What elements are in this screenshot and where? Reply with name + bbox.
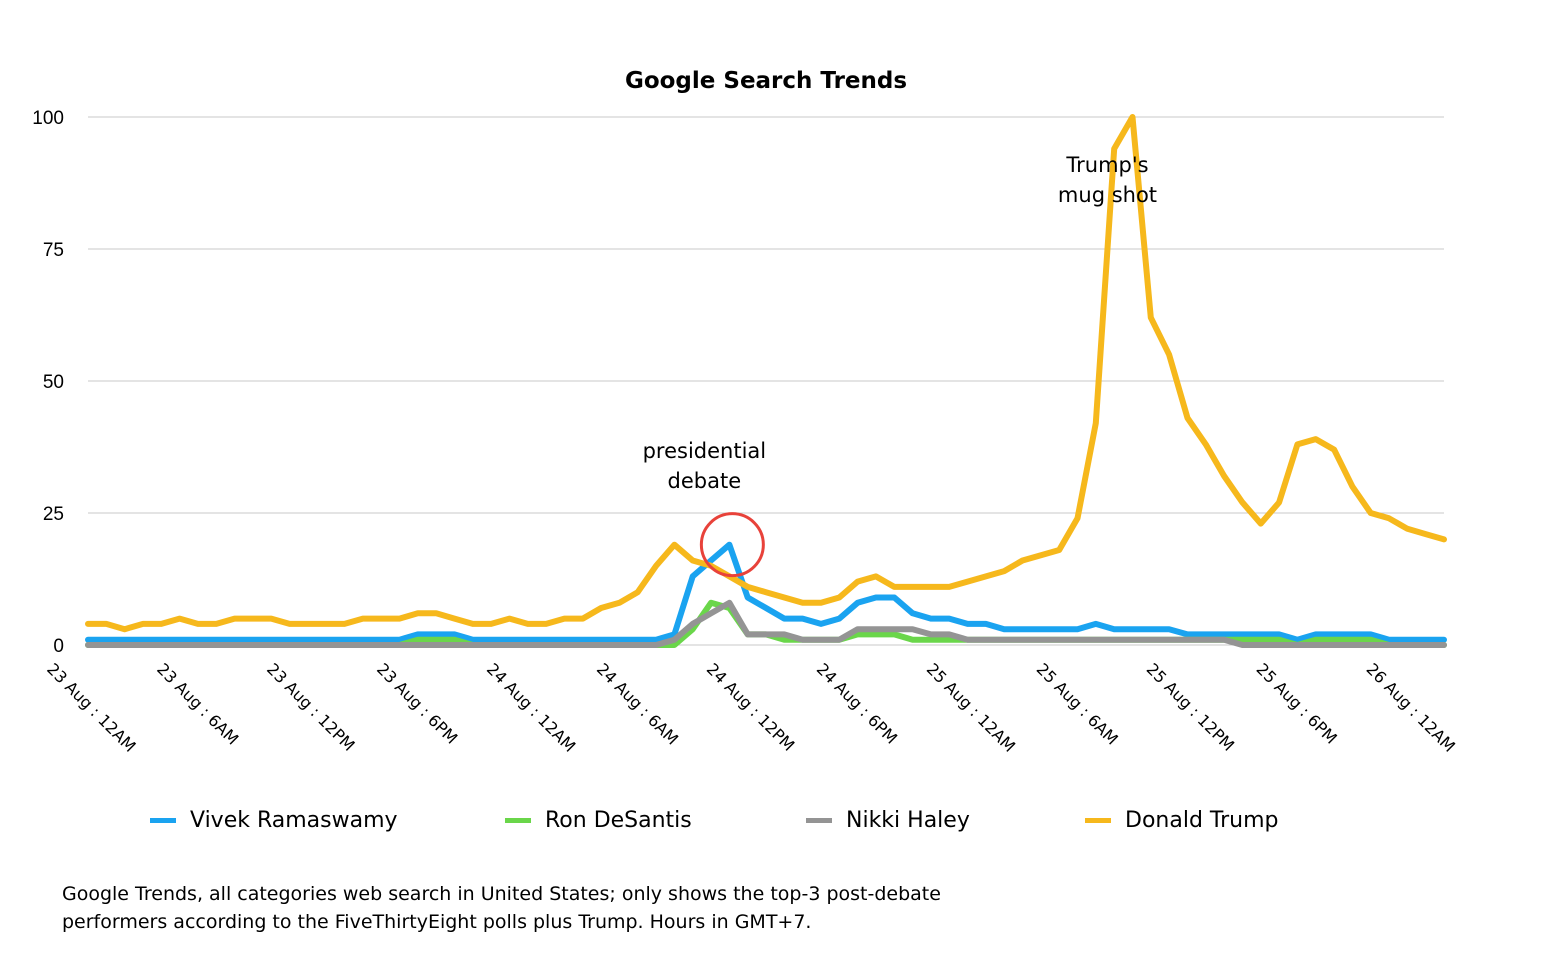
x-tick-label: 25 Aug : 6AM bbox=[1033, 659, 1122, 748]
y-tick-label: 100 bbox=[32, 108, 64, 129]
legend-label: Vivek Ramaswamy bbox=[190, 808, 398, 833]
series-lines bbox=[85, 114, 1447, 648]
series-line-vivek-ramaswamy bbox=[85, 541, 1447, 643]
x-tick-label: 25 Aug : 6PM bbox=[1253, 659, 1341, 747]
x-tick-label: 25 Aug : 12PM bbox=[1143, 659, 1239, 755]
chart-title: Google Search Trends bbox=[625, 68, 907, 94]
legend-swatch bbox=[505, 818, 531, 823]
footnote-line-2: performers according to the FiveThirtyEi… bbox=[62, 911, 812, 933]
legend-item: Donald Trump bbox=[1085, 808, 1278, 833]
annotation-text: debate bbox=[668, 469, 742, 493]
highlight-circle bbox=[699, 512, 765, 578]
x-tick-label: 24 Aug : 12PM bbox=[703, 659, 799, 755]
annotations: presidential debate Trump's mug shot bbox=[643, 153, 1157, 578]
y-tick-label: 0 bbox=[53, 636, 64, 657]
legend-item: Ron DeSantis bbox=[505, 808, 692, 833]
y-tick-label: 25 bbox=[43, 504, 64, 525]
series-line-nikki-haley bbox=[85, 599, 1447, 648]
gridlines bbox=[88, 116, 1444, 646]
legend-swatch bbox=[806, 818, 832, 823]
legend-item: Vivek Ramaswamy bbox=[150, 808, 398, 833]
x-tick-label: 24 Aug : 12AM bbox=[483, 659, 579, 755]
footnote-line-1: Google Trends, all categories web search… bbox=[62, 883, 941, 905]
series-line-donald-trump bbox=[85, 114, 1447, 633]
annotation-text: presidential bbox=[643, 439, 767, 463]
x-tick-label: 23 Aug : 12AM bbox=[43, 659, 139, 755]
x-tick-label: 23 Aug : 12PM bbox=[263, 659, 359, 755]
annotation-text: Trump's bbox=[1065, 153, 1148, 177]
line-chart: Google Search Trends 0 25 50 75 100 23 Aug :… bbox=[32, 68, 1459, 756]
x-tick-label: 23 Aug : 6PM bbox=[373, 659, 461, 747]
x-tick-label: 24 Aug : 6AM bbox=[593, 659, 682, 748]
x-tick-label: 26 Aug : 12AM bbox=[1363, 659, 1459, 755]
annotation: presidential debate bbox=[643, 439, 767, 493]
legend-item: Nikki Haley bbox=[806, 808, 970, 833]
legend: Vivek Ramaswamy Ron DeSantis Nikki Haley Do… bbox=[0, 808, 1546, 842]
y-tick-label: 50 bbox=[43, 372, 64, 393]
x-tick-label: 25 Aug : 12AM bbox=[923, 659, 1019, 755]
y-axis-ticks: 0 25 50 75 100 bbox=[32, 108, 64, 657]
x-axis-ticks: 23 Aug : 12AM 23 Aug : 6AM 23 Aug : 12PM 23… bbox=[43, 659, 1459, 755]
annotation: Trump's mug shot bbox=[1058, 153, 1157, 207]
legend-label: Ron DeSantis bbox=[545, 808, 692, 833]
legend-swatch bbox=[150, 818, 176, 823]
legend-label: Donald Trump bbox=[1125, 808, 1279, 833]
y-tick-label: 75 bbox=[43, 240, 64, 261]
legend-swatch bbox=[1085, 818, 1111, 823]
x-tick-label: 23 Aug : 6AM bbox=[153, 659, 242, 748]
footnote: Google Trends, all categories web search… bbox=[62, 880, 1022, 936]
annotation-text: mug shot bbox=[1058, 183, 1157, 207]
x-tick-label: 24 Aug : 6PM bbox=[813, 659, 901, 747]
legend-label: Nikki Haley bbox=[846, 808, 970, 833]
